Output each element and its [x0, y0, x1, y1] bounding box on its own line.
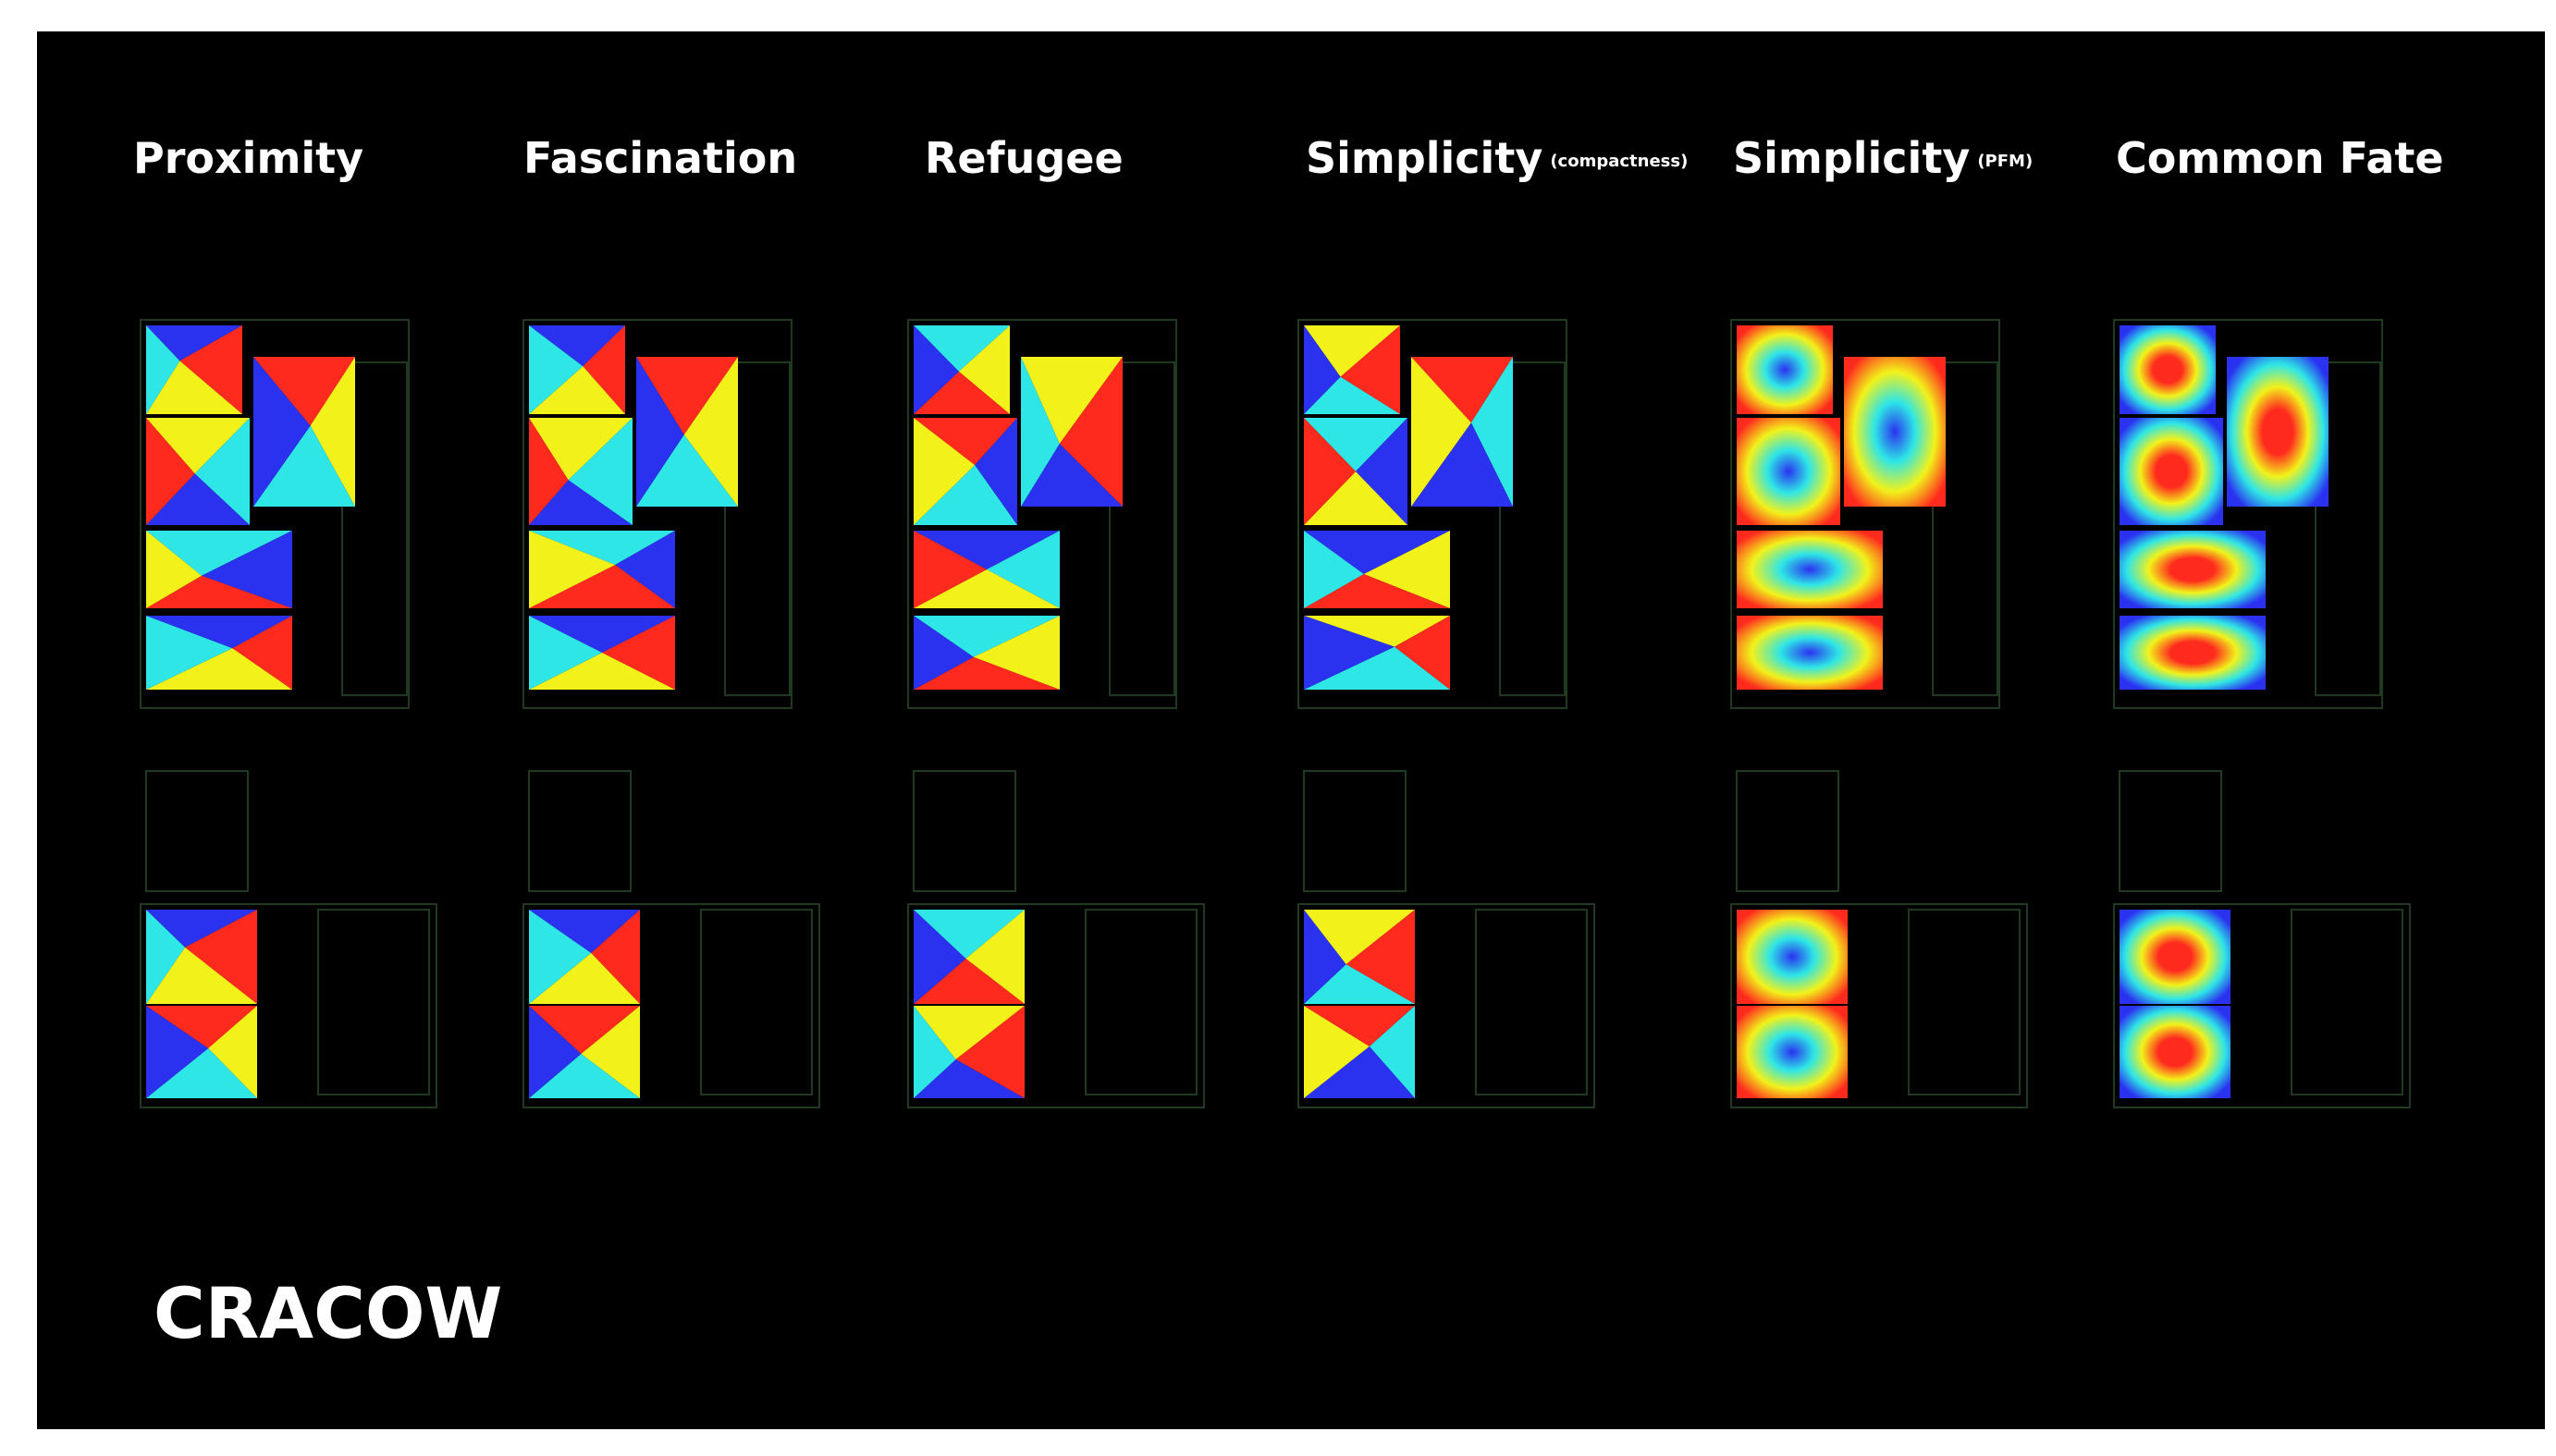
- plan-outline-fascination: [528, 770, 632, 892]
- upper-plan-refugee: [907, 319, 1177, 709]
- lower-plan-proximity: [140, 903, 437, 1108]
- title-simplicity-pfm: Simplicity (PFM): [1733, 133, 2034, 183]
- plan-outline-simplicity-compactness: [1303, 770, 1407, 892]
- lower-plan-refugee: [907, 903, 1205, 1108]
- title-common-fate: Common Fate: [2116, 133, 2444, 183]
- figure-panel: Proximity Fascination Refugee Simplicity…: [37, 31, 2545, 1429]
- title-refugee: Refugee: [925, 133, 1124, 183]
- lower-plan-simplicity-compactness: [1297, 903, 1595, 1108]
- plan-outline-common-fate: [2119, 770, 2222, 892]
- upper-plan-simplicity-pfm: [1730, 319, 2000, 709]
- city-label: CRACOW: [154, 1272, 503, 1354]
- lower-plan-simplicity-pfm: [1730, 903, 2028, 1108]
- upper-plan-common-fate: [2113, 319, 2383, 709]
- lower-plan-fascination: [522, 903, 820, 1108]
- title-proximity: Proximity: [133, 133, 364, 183]
- plan-outline-refugee: [913, 770, 1016, 892]
- plan-outline-proximity: [145, 770, 249, 892]
- plan-outline-simplicity-pfm: [1736, 770, 1839, 892]
- upper-plan-proximity: [140, 319, 410, 709]
- title-simplicity-compactness: Simplicity (compactness): [1306, 133, 1689, 183]
- upper-plan-fascination: [522, 319, 793, 709]
- floorplan-heatmaps: [140, 319, 2411, 1108]
- upper-plan-simplicity-compactness: [1297, 319, 1567, 709]
- title-fascination: Fascination: [523, 133, 798, 183]
- lower-plan-common-fate: [2113, 903, 2411, 1108]
